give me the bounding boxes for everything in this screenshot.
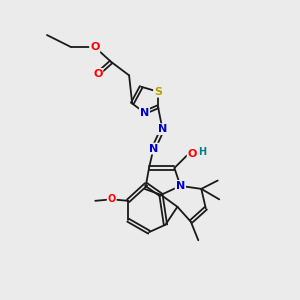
Text: N: N bbox=[158, 124, 167, 134]
Text: H: H bbox=[198, 147, 206, 157]
Text: O: O bbox=[188, 149, 197, 159]
Text: O: O bbox=[90, 42, 99, 52]
Text: N: N bbox=[149, 144, 158, 154]
Text: N: N bbox=[176, 181, 185, 191]
Text: O: O bbox=[108, 194, 116, 204]
Text: N: N bbox=[176, 181, 185, 191]
Text: O: O bbox=[93, 69, 102, 79]
Text: N: N bbox=[140, 108, 149, 118]
Text: S: S bbox=[154, 87, 162, 97]
